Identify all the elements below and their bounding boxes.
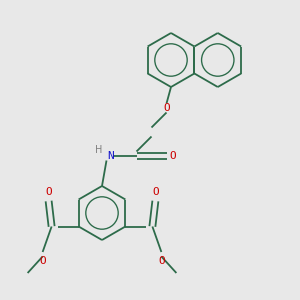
Text: O: O xyxy=(39,256,46,266)
Text: N: N xyxy=(108,151,114,161)
Text: O: O xyxy=(45,187,52,197)
Text: O: O xyxy=(158,256,165,266)
Text: O: O xyxy=(169,151,176,161)
Text: O: O xyxy=(163,103,170,113)
Text: H: H xyxy=(95,145,103,155)
Text: O: O xyxy=(152,187,159,197)
